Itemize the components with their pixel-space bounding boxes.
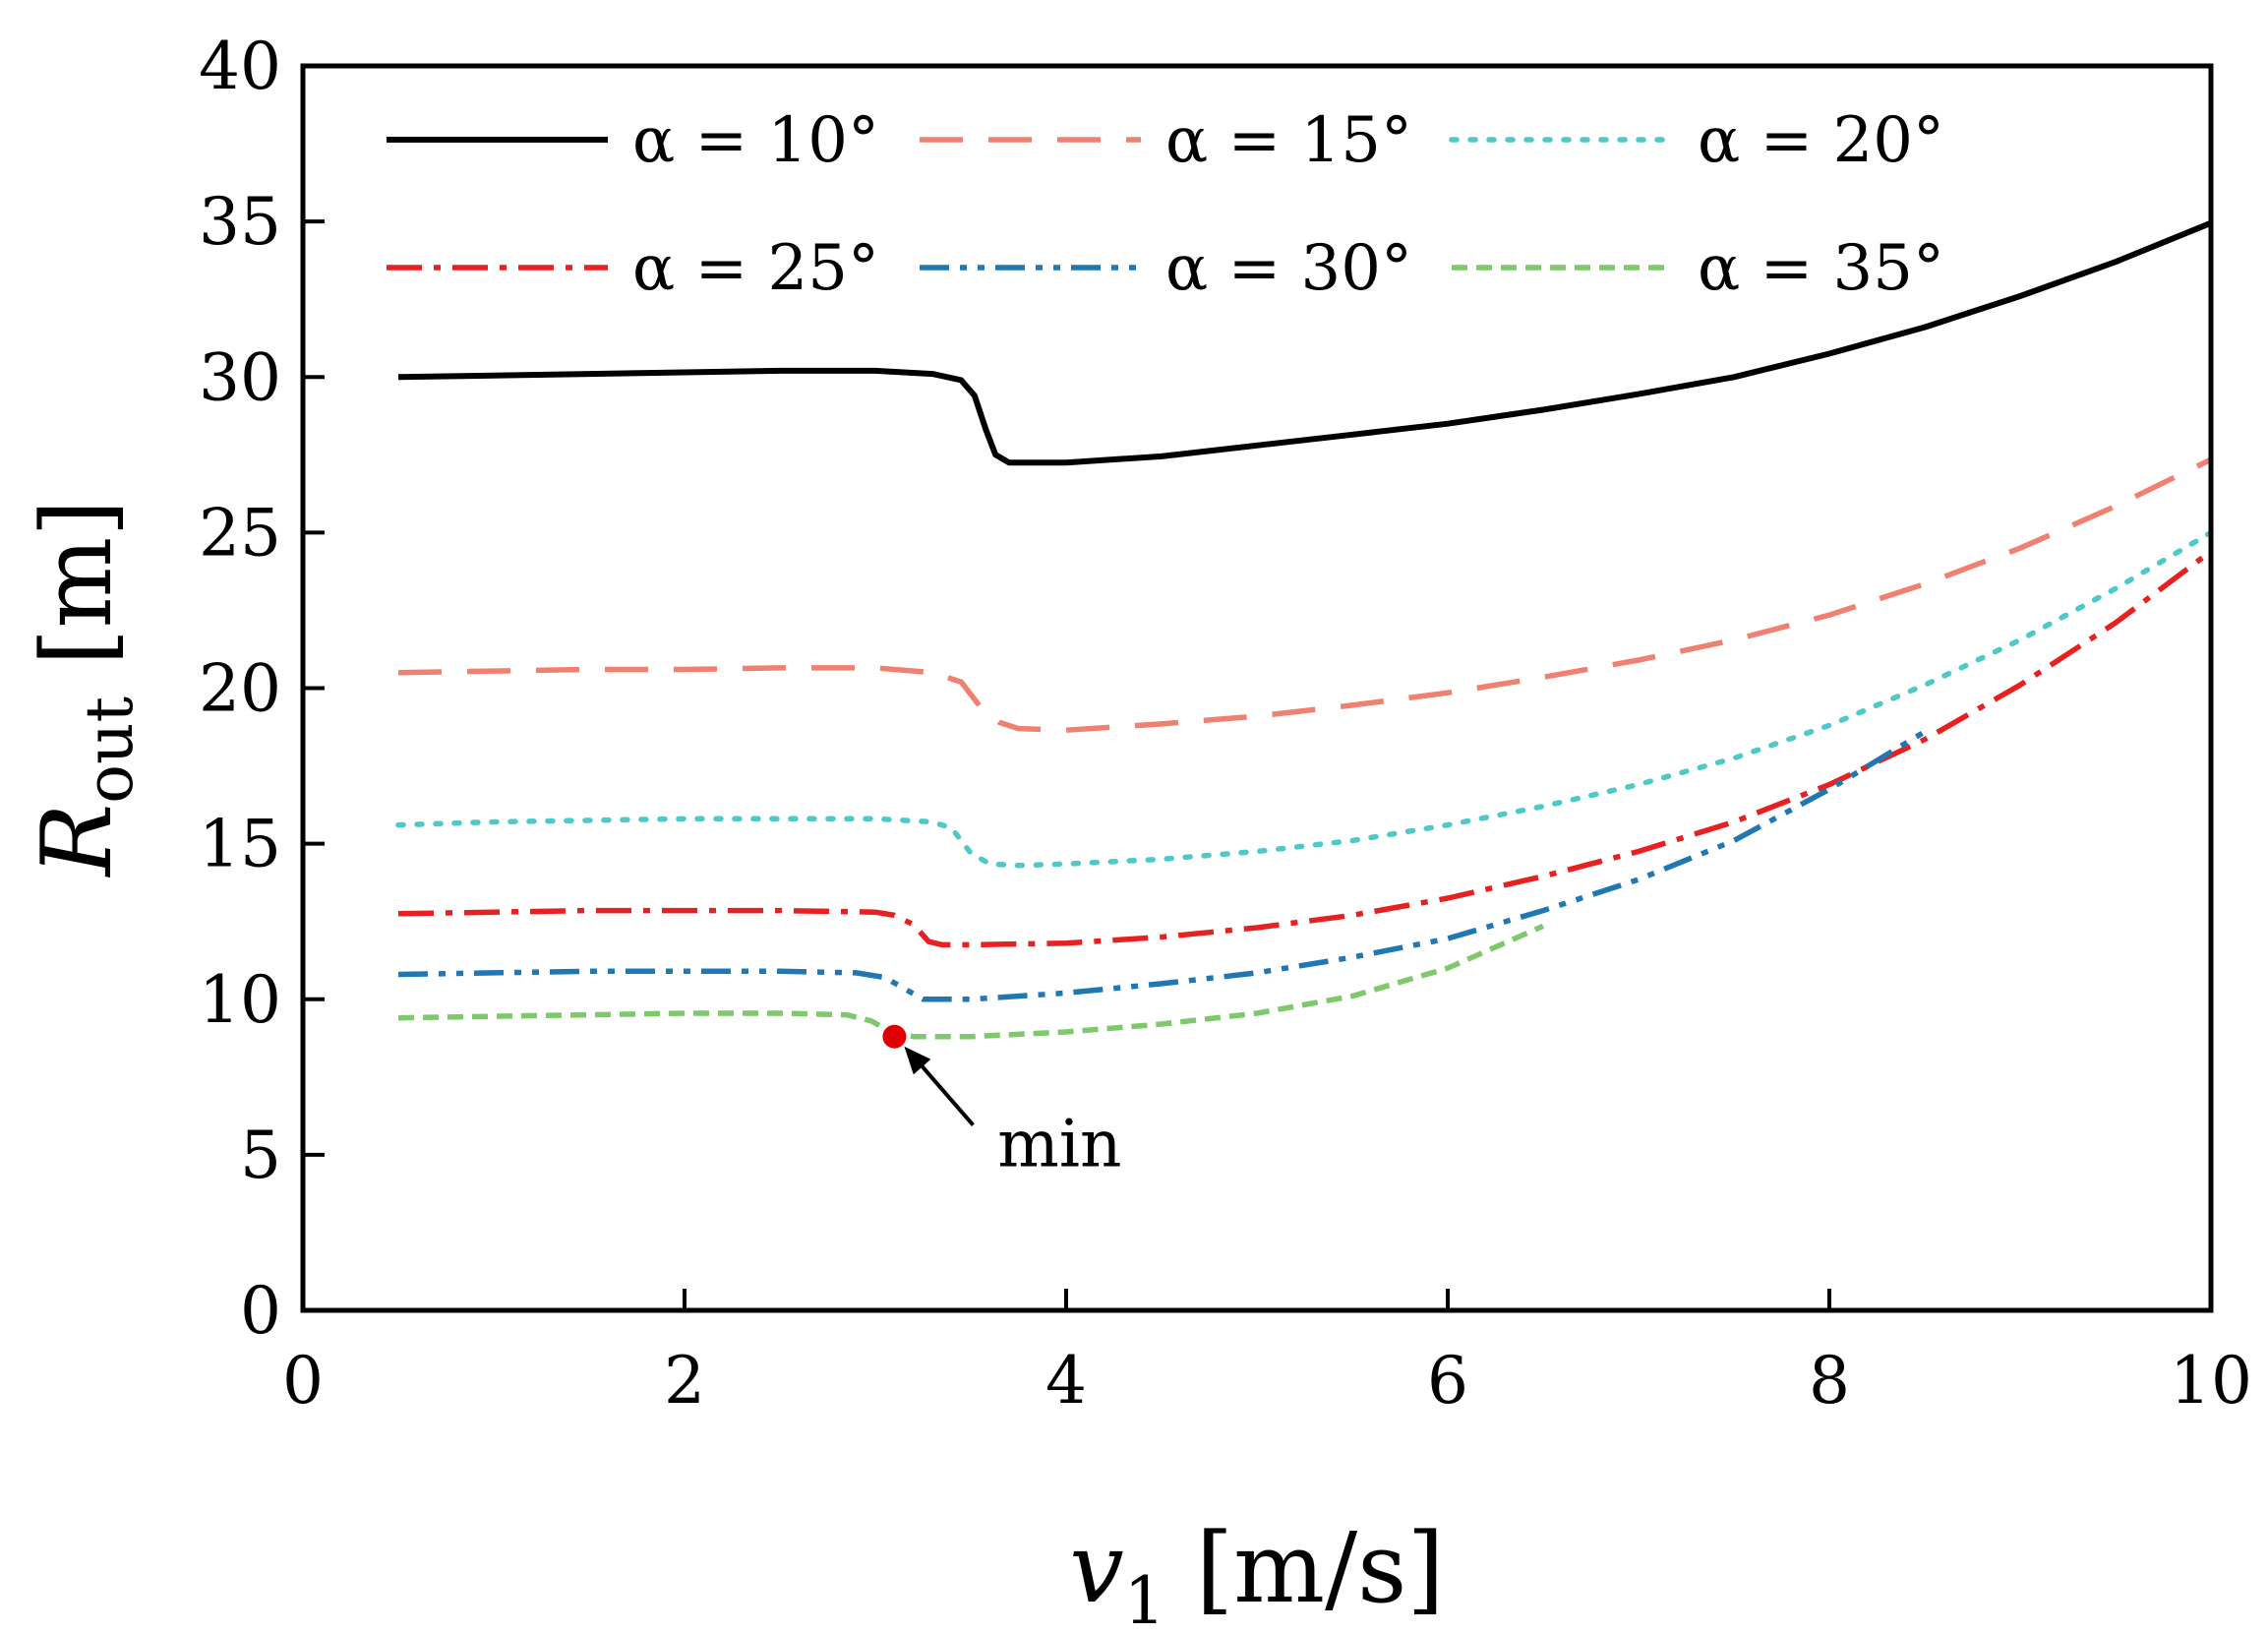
series-line-1 (397, 219, 2213, 466)
series-lines (395, 219, 2214, 1040)
legend-label-2: α = 15° (1165, 104, 1412, 177)
legend-label-1: α = 10° (632, 104, 879, 177)
legend-label-5: α = 30° (1165, 232, 1412, 305)
y-tick-label: 0 (240, 1273, 281, 1349)
x-tick-label: 10 (2170, 1343, 2252, 1419)
y-tick-label: 5 (240, 1118, 281, 1193)
series-line-6 (397, 923, 1545, 1040)
series-line-3 (395, 529, 2214, 869)
min-point-marker (882, 1024, 907, 1049)
y-axis-unit: [m] (22, 499, 134, 696)
min-arrow-head (904, 1046, 931, 1075)
y-tick-label: 10 (199, 962, 281, 1038)
y-axis-subscript: out (72, 696, 148, 804)
series-line-4 (397, 549, 2213, 948)
annotation-layer: min (882, 1024, 1122, 1182)
legend: α = 10° α = 15° α = 20° α = 25° α = 30° α = 3… (387, 104, 1944, 305)
legend-label-3: α = 20° (1698, 104, 1944, 177)
y-tick-label: 25 (199, 495, 281, 571)
legend-label-4: α = 25° (632, 232, 879, 305)
y-tick-label: 15 (199, 807, 281, 882)
y-tick-label: 20 (199, 651, 281, 727)
x-tick-label: 6 (1427, 1343, 1468, 1419)
series-line-2 (397, 456, 2213, 733)
x-tick-label: 8 (1809, 1343, 1850, 1419)
min-annotation-label: min (997, 1107, 1121, 1182)
x-tick-label: 2 (664, 1343, 705, 1419)
y-tick-label: 35 (199, 184, 281, 260)
x-axis-unit: [m/s] (1165, 1513, 1445, 1625)
y-tick-label: 30 (199, 339, 281, 415)
x-tick-label: 0 (282, 1343, 324, 1419)
series-line-5 (397, 729, 1927, 1002)
y-axis-symbol: R (22, 804, 134, 878)
x-axis-symbol: v (1069, 1513, 1123, 1625)
y-tick-label: 40 (199, 29, 281, 104)
y-axis-title: Rout [m] (22, 499, 148, 878)
x-axis-title: v1 [m/s] (1069, 1513, 1444, 1634)
x-axis-subscript: 1 (1124, 1563, 1165, 1634)
legend-label-6: α = 35° (1698, 232, 1944, 305)
ticks-layer: 0 2 4 6 8 10 0 5 10 15 20 25 30 35 40 (199, 29, 2252, 1419)
x-tick-label: 4 (1045, 1343, 1087, 1419)
plot-frame (300, 63, 2214, 1313)
